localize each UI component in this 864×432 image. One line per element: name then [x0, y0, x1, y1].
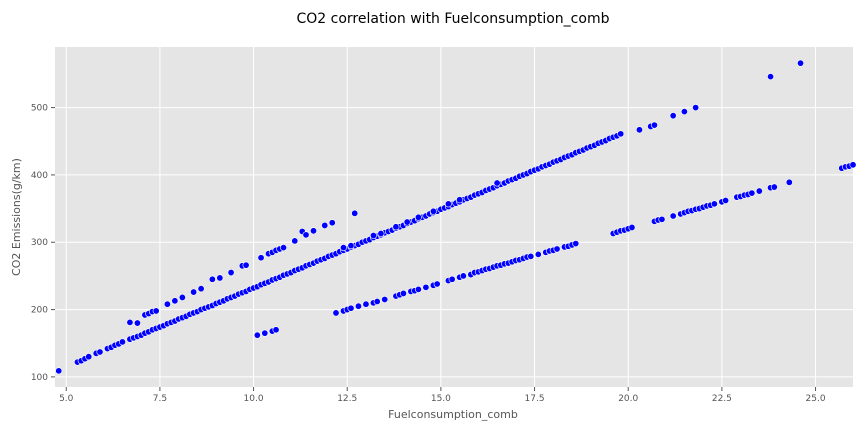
x-tick-label: 25.0 — [806, 394, 826, 404]
data-point — [227, 269, 235, 277]
x-axis-ticks: 5.0 7.5 10.0 12.5 15.0 17.5 20.0 22.5 25.0 — [59, 387, 826, 404]
data-point — [849, 161, 857, 169]
data-point — [332, 309, 340, 317]
data-point — [377, 229, 385, 237]
y-tick-label: 500 — [31, 104, 48, 114]
data-point — [456, 196, 464, 204]
x-axis-label: Fuelconsumption_comb — [388, 408, 518, 421]
data-point — [85, 353, 93, 361]
x-tick-label: 20.0 — [618, 394, 638, 404]
data-point — [118, 338, 126, 346]
y-tick-label: 100 — [31, 373, 48, 383]
data-point — [257, 254, 265, 262]
data-point — [280, 244, 288, 252]
data-point — [628, 223, 636, 231]
x-tick-label: 5.0 — [59, 394, 74, 404]
x-tick-label: 12.5 — [337, 394, 357, 404]
data-point — [347, 304, 355, 312]
data-point — [669, 112, 677, 120]
data-point — [328, 219, 336, 227]
data-point — [291, 237, 299, 245]
data-point — [178, 293, 186, 301]
data-point — [650, 121, 658, 129]
data-point — [429, 207, 437, 215]
data-point — [190, 288, 198, 296]
data-point — [422, 283, 430, 291]
y-tick-label: 200 — [31, 306, 48, 316]
data-point — [722, 197, 730, 205]
data-point — [448, 275, 456, 283]
data-point — [55, 367, 63, 375]
data-point — [767, 73, 775, 81]
x-tick-label: 10.0 — [244, 394, 264, 404]
y-tick-label: 300 — [31, 238, 48, 248]
data-point — [785, 178, 793, 186]
data-point — [710, 200, 718, 208]
data-point — [797, 59, 805, 67]
data-point — [208, 275, 216, 283]
data-point — [770, 183, 778, 191]
data-point — [617, 130, 625, 138]
data-point — [755, 187, 763, 195]
y-axis-ticks: 100 200 300 400 500 — [31, 104, 55, 383]
data-point — [534, 250, 542, 258]
data-point — [133, 319, 141, 327]
x-tick-label: 7.5 — [153, 394, 167, 404]
data-point — [373, 297, 381, 305]
data-point — [152, 307, 160, 315]
data-point — [321, 221, 329, 229]
scatter-points — [55, 59, 857, 375]
data-point — [527, 252, 535, 260]
y-tick-label: 400 — [31, 171, 48, 181]
data-point — [392, 223, 400, 231]
data-point — [171, 297, 179, 305]
x-tick-label: 17.5 — [525, 394, 545, 404]
data-point — [362, 300, 370, 308]
data-point — [261, 329, 269, 337]
data-point — [493, 179, 501, 187]
grid-lines — [55, 47, 853, 387]
x-tick-label: 22.5 — [712, 394, 732, 404]
data-point — [272, 326, 280, 334]
data-point — [339, 244, 347, 252]
data-point — [403, 218, 411, 226]
data-point — [347, 242, 355, 250]
data-point — [381, 295, 389, 303]
data-point — [444, 200, 452, 208]
data-point — [692, 104, 700, 112]
data-point — [433, 280, 441, 288]
data-point — [253, 331, 261, 339]
data-point — [354, 302, 362, 310]
data-point — [302, 231, 310, 239]
data-point — [669, 212, 677, 220]
data-point — [553, 245, 561, 253]
data-point — [310, 227, 318, 235]
data-point — [216, 274, 224, 282]
chart-title: CO2 correlation with Fuelconsumption_com… — [297, 11, 610, 27]
data-point — [459, 272, 467, 280]
data-point — [635, 126, 643, 134]
data-point — [680, 108, 688, 116]
plot-area — [55, 47, 853, 387]
data-point — [126, 318, 134, 326]
data-point — [197, 285, 205, 293]
data-point — [369, 232, 377, 240]
data-point — [748, 189, 756, 197]
data-point — [414, 285, 422, 293]
data-point — [658, 215, 666, 223]
data-point — [414, 213, 422, 221]
data-point — [163, 300, 171, 308]
x-tick-label: 15.0 — [431, 394, 451, 404]
data-point — [572, 240, 580, 248]
data-point — [399, 289, 407, 297]
data-point — [242, 261, 250, 269]
y-axis-label: CO2 Emissions(g/km) — [10, 158, 23, 276]
data-point — [351, 209, 359, 217]
data-point — [96, 348, 104, 356]
